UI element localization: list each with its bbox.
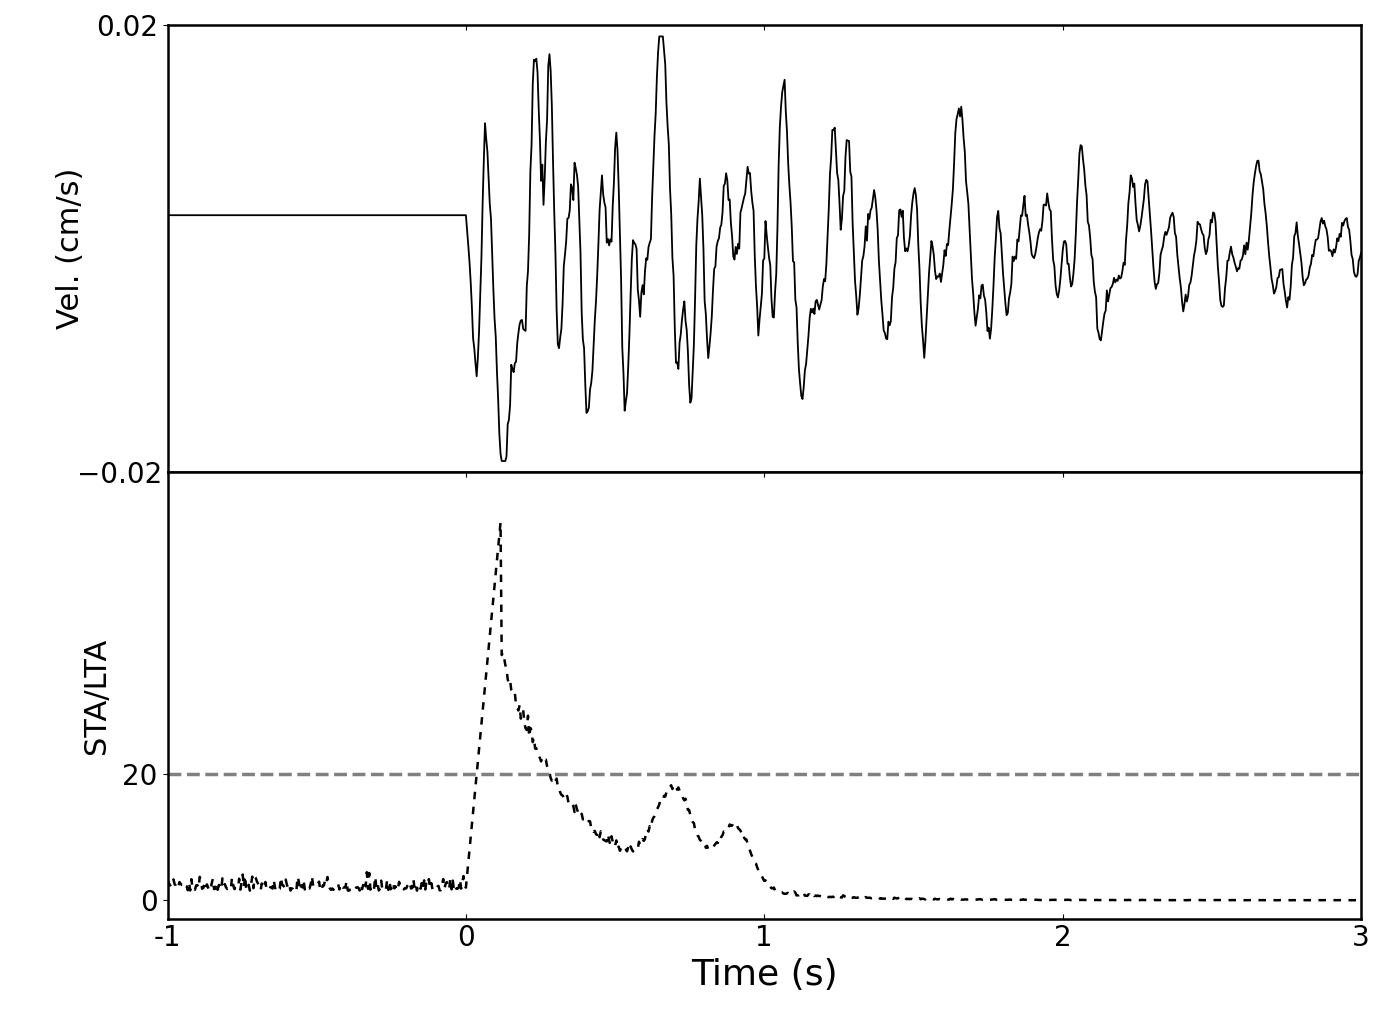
Y-axis label: STA/LTA: STA/LTA [82, 637, 112, 753]
X-axis label: Time (s): Time (s) [691, 957, 838, 992]
Y-axis label: Vel. (cm/s): Vel. (cm/s) [56, 168, 85, 329]
